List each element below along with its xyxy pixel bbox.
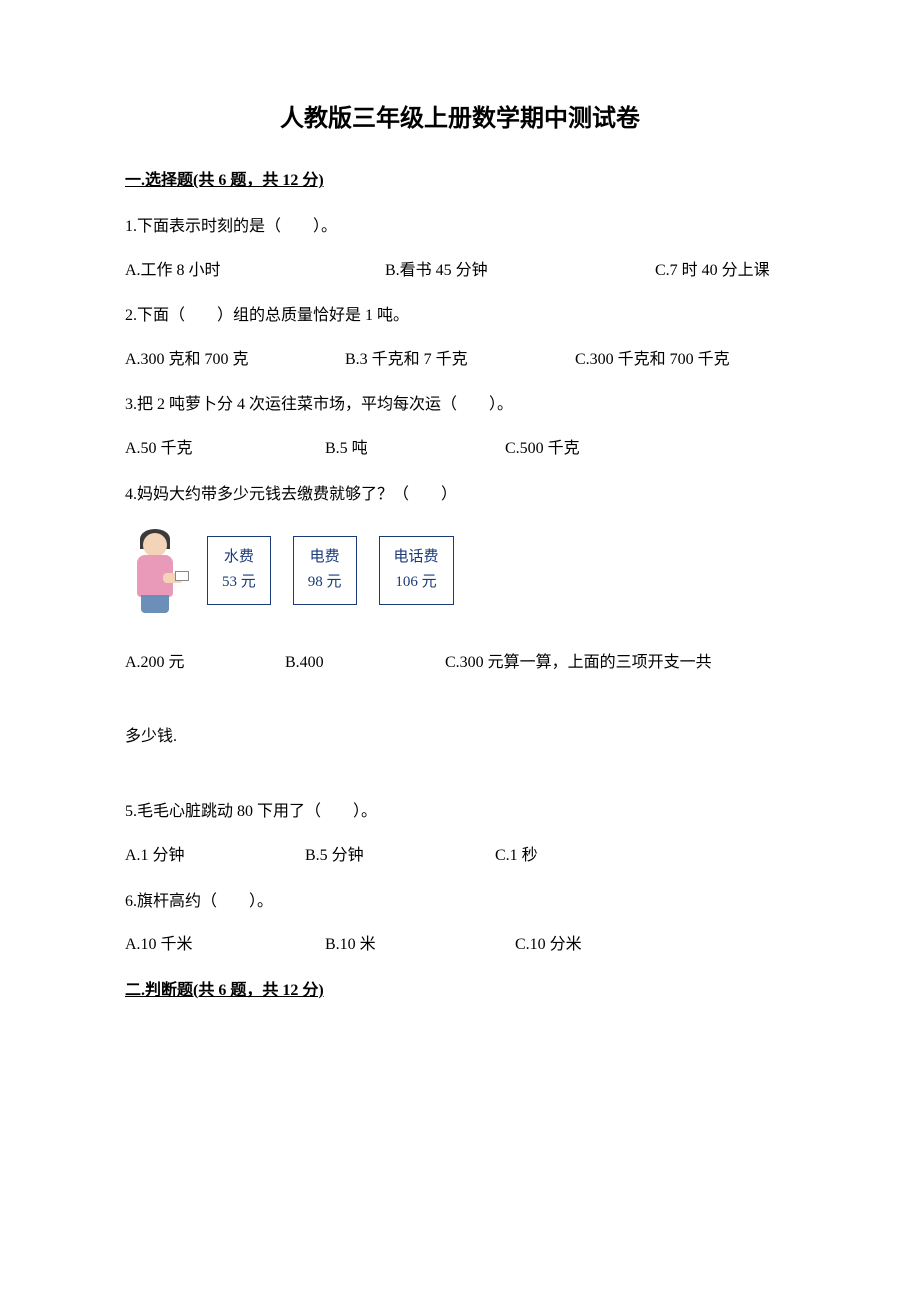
question-5: 5.毛毛心脏跳动 80 下用了（ ）。 A.1 分钟 B.5 分钟 C.1 秒	[125, 799, 795, 868]
question-3-options: A.50 千克 B.5 吨 C.500 千克	[125, 436, 795, 462]
fee-box-phone: 电话费 106 元	[379, 536, 454, 605]
section-1-header: 一.选择题(共 6 题，共 12 分)	[125, 168, 795, 194]
mom-figure-icon	[125, 525, 185, 615]
exam-title: 人教版三年级上册数学期中测试卷	[125, 100, 795, 138]
q5-option-a: A.1 分钟	[125, 843, 305, 869]
q4-option-c: C.300 元算一算，上面的三项开支一共	[445, 650, 712, 676]
fee-water-amount: 53 元	[222, 570, 256, 596]
fee-phone-amount: 106 元	[394, 570, 439, 596]
question-4-options: A.200 元 B.400 C.300 元算一算，上面的三项开支一共	[125, 650, 795, 676]
q2-option-b: B.3 千克和 7 千克	[345, 347, 575, 373]
q2-option-c: C.300 千克和 700 千克	[575, 347, 730, 373]
question-5-options: A.1 分钟 B.5 分钟 C.1 秒	[125, 843, 795, 869]
fee-water-label: 水费	[222, 545, 256, 571]
question-2: 2.下面（ ）组的总质量恰好是 1 吨。 A.300 克和 700 克 B.3 …	[125, 303, 795, 372]
q3-option-c: C.500 千克	[505, 436, 580, 462]
question-2-options: A.300 克和 700 克 B.3 千克和 7 千克 C.300 千克和 70…	[125, 347, 795, 373]
question-3-text: 3.把 2 吨萝卜分 4 次运往菜市场，平均每次运（ ）。	[125, 392, 795, 418]
question-1-text: 1.下面表示时刻的是（ ）。	[125, 214, 795, 240]
section-2-header: 二.判断题(共 6 题，共 12 分)	[125, 978, 795, 1004]
q2-option-a: A.300 克和 700 克	[125, 347, 345, 373]
fee-box-water: 水费 53 元	[207, 536, 271, 605]
q1-option-b: B.看书 45 分钟	[385, 258, 655, 284]
q5-option-c: C.1 秒	[495, 843, 538, 869]
question-3: 3.把 2 吨萝卜分 4 次运往菜市场，平均每次运（ ）。 A.50 千克 B.…	[125, 392, 795, 461]
q4-option-b: B.400	[285, 650, 445, 676]
question-5-text: 5.毛毛心脏跳动 80 下用了（ ）。	[125, 799, 795, 825]
question-4: 4.妈妈大约带多少元钱去缴费就够了？（ ） 水费 53 元 电费 98 元 电话…	[125, 482, 795, 780]
question-1: 1.下面表示时刻的是（ ）。 A.工作 8 小时 B.看书 45 分钟 C.7 …	[125, 214, 795, 283]
question-6-options: A.10 千米 B.10 米 C.10 分米	[125, 932, 795, 958]
q3-option-b: B.5 吨	[325, 436, 505, 462]
q3-option-a: A.50 千克	[125, 436, 325, 462]
q1-option-a: A.工作 8 小时	[125, 258, 385, 284]
fee-electric-label: 电费	[308, 545, 342, 571]
q6-option-a: A.10 千米	[125, 932, 325, 958]
question-2-text: 2.下面（ ）组的总质量恰好是 1 吨。	[125, 303, 795, 329]
q1-option-c: C.7 时 40 分上课	[655, 258, 770, 284]
fee-electric-amount: 98 元	[308, 570, 342, 596]
q6-option-c: C.10 分米	[515, 932, 582, 958]
question-4-text: 4.妈妈大约带多少元钱去缴费就够了？（ ）	[125, 482, 795, 508]
q4-tail-text: 多少钱.	[125, 724, 795, 750]
q6-option-b: B.10 米	[325, 932, 515, 958]
fee-illustration: 水费 53 元 电费 98 元 电话费 106 元	[125, 525, 795, 615]
fee-box-electric: 电费 98 元	[293, 536, 357, 605]
question-6-text: 6.旗杆高约（ ）。	[125, 889, 795, 915]
fee-phone-label: 电话费	[394, 545, 439, 571]
question-6: 6.旗杆高约（ ）。 A.10 千米 B.10 米 C.10 分米	[125, 889, 795, 958]
q4-option-a: A.200 元	[125, 650, 285, 676]
question-1-options: A.工作 8 小时 B.看书 45 分钟 C.7 时 40 分上课	[125, 258, 795, 284]
q5-option-b: B.5 分钟	[305, 843, 495, 869]
